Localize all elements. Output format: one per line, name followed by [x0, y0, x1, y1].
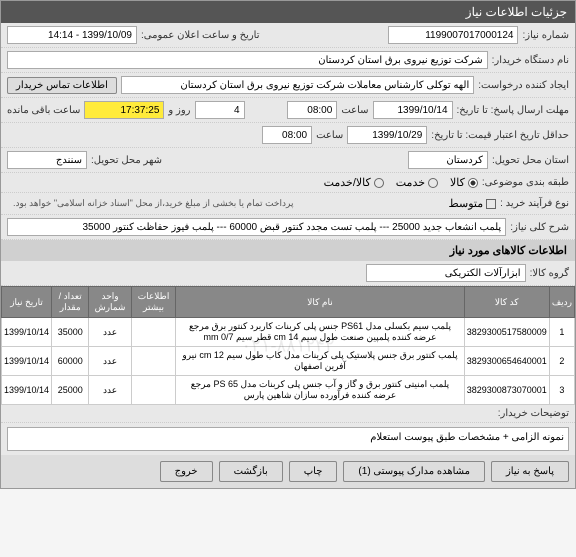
req-no-field: 1199007017000124	[388, 26, 518, 44]
cell-code: 3829300654640001	[464, 347, 549, 376]
buyer-org-field: شرکت توزیع نیروی برق استان کردستان	[7, 51, 488, 69]
req-no-label: شماره نیاز:	[522, 30, 569, 41]
budget-label: طبقه بندی موضوعی:	[482, 177, 569, 188]
radio-service[interactable]: خدمت	[396, 176, 438, 189]
row-creator: ایجاد کننده درخواست: الهه توکلی کارشناس …	[1, 73, 575, 98]
announce-label: تاریخ و ساعت اعلان عمومی:	[141, 30, 260, 41]
validity-date-field: 1399/10/29	[347, 126, 427, 144]
row-req-no: شماره نیاز: 1199007017000124 تاریخ و ساع…	[1, 23, 575, 48]
row-budget: طبقه بندی موضوعی: کالا خدمت کالا/خدمت	[1, 173, 575, 193]
radio-goods[interactable]: کالا	[450, 176, 478, 189]
radio-both[interactable]: کالا/خدمت	[324, 176, 384, 189]
cell-qty: 25000	[52, 376, 89, 405]
delivery-city-label: شهر محل تحویل:	[91, 155, 162, 166]
validity-label: حداقل تاریخ اعتبار قیمت: تا تاریخ:	[431, 130, 569, 141]
general-title-field: پلمب انشعاب جدید 25000 --- پلمب تست مجدد…	[7, 218, 506, 236]
th-info: اطلاعات بیشتر	[131, 287, 176, 318]
header-title: جزئیات اطلاعات نیاز	[466, 5, 567, 19]
th-unit: واحد شمارش	[89, 287, 131, 318]
time-label-2: ساعت	[316, 130, 343, 141]
cell-qty: 35000	[52, 318, 89, 347]
cell-idx: 2	[549, 347, 574, 376]
cell-unit: عدد	[89, 318, 131, 347]
cell-unit: عدد	[89, 376, 131, 405]
header-bar: جزئیات اطلاعات نیاز	[1, 1, 575, 23]
row-process: نوع فرآیند خرید : متوسط پرداخت تمام یا ب…	[1, 193, 575, 215]
buyer-notes-label: توضیحات خریدار:	[498, 408, 569, 419]
table-row: 23829300654640001پلمب کنتور برق جنس پلاس…	[2, 347, 575, 376]
general-title-label: شرح کلی نیاز:	[510, 222, 569, 233]
creator-label: ایجاد کننده درخواست:	[478, 80, 569, 91]
validity-time-field: 08:00	[262, 126, 312, 144]
time-label-1: ساعت	[341, 105, 368, 116]
deadline-label: مهلت ارسال پاسخ: تا تاریخ:	[457, 105, 569, 116]
radio-icon	[468, 178, 478, 188]
buyer-notes-box: نمونه الزامی + مشخصات طبق پیوست استعلام	[7, 427, 569, 451]
contact-buyer-button[interactable]: اطلاعات تماس خریدار	[7, 77, 117, 94]
cell-idx: 1	[549, 318, 574, 347]
cell-date: 1399/10/14	[2, 318, 52, 347]
goods-group-label: گروه کالا:	[530, 268, 569, 279]
radio-icon	[428, 178, 438, 188]
days-label: روز و	[168, 105, 190, 116]
cell-date: 1399/10/14	[2, 347, 52, 376]
table-body: 13829300517580009پلمب سیم بکسلی مدل PS61…	[2, 318, 575, 405]
process-desc: پرداخت تمام یا بخشی از مبلغ خرید،از محل …	[7, 196, 299, 211]
radio-icon	[374, 178, 384, 188]
row-buyer-notes: توضیحات خریدار:	[1, 405, 575, 423]
days-field: 4	[195, 101, 245, 119]
deadline-date-field: 1399/10/14	[373, 101, 453, 119]
cell-date: 1399/10/14	[2, 376, 52, 405]
table-wrapper: ردیف کد کالا نام کالا اطلاعات بیشتر واحد…	[1, 286, 575, 405]
cell-name: پلمب کنتور برق جنس پلاستیک پلی کربنات مد…	[176, 347, 464, 376]
main-container: جزئیات اطلاعات نیاز شماره نیاز: 11990070…	[0, 0, 576, 489]
table-header: ردیف کد کالا نام کالا اطلاعات بیشتر واحد…	[2, 287, 575, 318]
delivery-province-field: کردستان	[408, 151, 488, 169]
remaining-label: ساعت باقی مانده	[7, 105, 80, 116]
th-date: تاریخ نیاز	[2, 287, 52, 318]
back-button[interactable]: بازگشت	[219, 461, 283, 482]
cell-info	[131, 376, 176, 405]
row-buyer-org: نام دستگاه خریدار: شرکت توزیع نیروی برق …	[1, 48, 575, 73]
cell-info	[131, 318, 176, 347]
cell-name: پلمب سیم بکسلی مدل PS61 جنس پلی کربنات ک…	[176, 318, 464, 347]
print-button[interactable]: چاپ	[289, 461, 338, 482]
cell-code: 3829300517580009	[464, 318, 549, 347]
announce-field: 1399/10/09 - 14:14	[7, 26, 137, 44]
checkbox-icon	[486, 199, 496, 209]
deadline-time-field: 08:00	[287, 101, 337, 119]
footer-bar: پاسخ به نیاز مشاهده مدارک پیوستی (1) چاپ…	[1, 455, 575, 488]
cell-info	[131, 347, 176, 376]
th-code: کد کالا	[464, 287, 549, 318]
cell-idx: 3	[549, 376, 574, 405]
countdown-field: 17:37:25	[84, 101, 164, 119]
goods-group-field: ابزارآلات الکتریکی	[366, 264, 526, 282]
th-name: نام کالا	[176, 287, 464, 318]
creator-field: الهه توکلی کارشناس معاملات شرکت توزیع نی…	[121, 76, 474, 94]
cell-unit: عدد	[89, 347, 131, 376]
row-goods-group: گروه کالا: ابزارآلات الکتریکی	[1, 261, 575, 286]
cell-name: پلمب امنیتی کنتور برق و گاز و آب جنس پلی…	[176, 376, 464, 405]
table-row: 13829300517580009پلمب سیم بکسلی مدل PS61…	[2, 318, 575, 347]
section-goods-title: اطلاعات کالاهای مورد نیاز	[1, 240, 575, 261]
row-deadline: مهلت ارسال پاسخ: تا تاریخ: 1399/10/14 سا…	[1, 98, 575, 123]
table-row: 33829300873070001پلمب امنیتی کنتور برق و…	[2, 376, 575, 405]
delivery-province-label: استان محل تحویل:	[492, 155, 569, 166]
delivery-city-field: سنندج	[7, 151, 87, 169]
row-delivery: استان محل تحویل: کردستان شهر محل تحویل: …	[1, 148, 575, 173]
cell-qty: 60000	[52, 347, 89, 376]
th-idx: ردیف	[549, 287, 574, 318]
buyer-org-label: نام دستگاه خریدار:	[492, 55, 569, 66]
process-label: نوع فرآیند خرید :	[500, 198, 569, 209]
budget-radio-group: کالا خدمت کالا/خدمت	[324, 176, 478, 189]
row-validity: حداقل تاریخ اعتبار قیمت: تا تاریخ: 1399/…	[1, 123, 575, 148]
goods-table: ردیف کد کالا نام کالا اطلاعات بیشتر واحد…	[1, 286, 575, 405]
row-general-title: شرح کلی نیاز: پلمب انشعاب جدید 25000 ---…	[1, 215, 575, 240]
reply-button[interactable]: پاسخ به نیاز	[491, 461, 569, 482]
checkbox-medium[interactable]: متوسط	[449, 197, 497, 210]
attachments-button[interactable]: مشاهده مدارک پیوستی (1)	[343, 461, 485, 482]
th-qty: تعداد / مقدار	[52, 287, 89, 318]
exit-button[interactable]: خروج	[160, 461, 213, 482]
cell-code: 3829300873070001	[464, 376, 549, 405]
